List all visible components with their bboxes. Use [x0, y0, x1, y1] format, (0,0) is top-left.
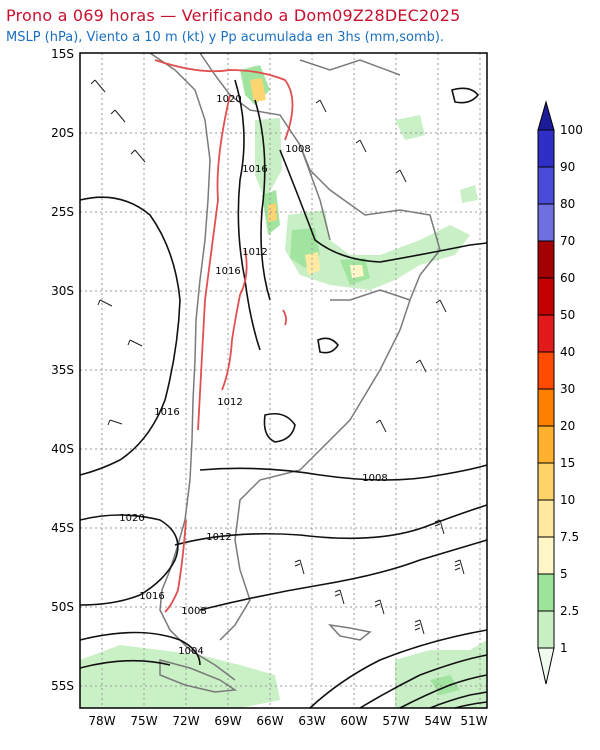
isobars [79, 79, 488, 709]
colorbar-box [537, 240, 555, 279]
map-background [80, 53, 487, 708]
lat-label: 20S [51, 126, 74, 140]
colorbar-label: 40 [560, 345, 575, 359]
isobar-label: 1016 [242, 164, 267, 175]
lon-label: 57W [382, 714, 409, 728]
lat-label: 55S [51, 679, 74, 693]
lat-label: 30S [51, 284, 74, 298]
colorbar-box [537, 462, 555, 501]
colorbar-box [537, 203, 555, 242]
isobar-label: 1012 [242, 247, 267, 258]
map-subtitle: MSLP (hPa), Viento a 10 m (kt) y Pp acum… [6, 30, 445, 45]
colorbar-box [537, 129, 555, 168]
lon-label: 66W [256, 714, 283, 728]
colorbar-labels: 12.557.510152030405060708090100120 [560, 123, 583, 655]
colorbar-label: 60 [560, 271, 575, 285]
colorbar-label: 80 [560, 197, 575, 211]
colorbar-label: 90 [560, 160, 575, 174]
wind-barbs [90, 79, 465, 635]
colorbar-label: 30 [560, 382, 575, 396]
lon-label: 75W [130, 714, 157, 728]
lon-label: 72W [172, 714, 199, 728]
lon-label: 63W [298, 714, 325, 728]
isobar-label: 1016 [215, 266, 240, 277]
colorbar-label: 100 [560, 123, 583, 137]
colorbar-label: 2.5 [560, 604, 579, 618]
colorbar-label: 10 [560, 493, 575, 507]
lon-label: 51W [460, 714, 487, 728]
isobar-label: 1008 [362, 473, 387, 484]
precip-colorbar: 12.557.510152030405060708090100120 [537, 100, 583, 685]
lat-label: 50S [51, 600, 74, 614]
isobar-label: 1016 [154, 407, 179, 418]
colorbar-box [537, 166, 555, 205]
colorbar-top-triangle [537, 100, 555, 131]
colorbar-label: 70 [560, 234, 575, 248]
lat-label: 45S [51, 521, 74, 535]
colorbar-box [537, 425, 555, 464]
isobar-label: 1004 [178, 646, 203, 657]
isobar-labels: 1020 1008 1016 1012 1016 1016 1012 1008 … [119, 94, 387, 657]
colorbar-box [537, 499, 555, 538]
colorbar-label: 50 [560, 308, 575, 322]
lat-lon-grid [80, 53, 487, 708]
colorbar-label: 15 [560, 456, 575, 470]
isobar-label: 1020 [119, 513, 144, 524]
lon-label: 54W [424, 714, 451, 728]
lat-labels: 15S 20S 25S 30S 35S 40S 45S 50S 55S [51, 47, 74, 693]
colorbar-box [537, 388, 555, 427]
colorbar-box [537, 573, 555, 612]
red-isobars [154, 59, 294, 613]
colorbar-box [537, 277, 555, 316]
isobar-label: 1020 [216, 94, 241, 105]
isobar-label: 1008 [181, 606, 206, 617]
colorbar-box [537, 314, 555, 353]
lon-label: 60W [340, 714, 367, 728]
coastlines [149, 52, 441, 693]
colorbar-label: 5 [560, 567, 568, 581]
isobar-label: 1012 [217, 397, 242, 408]
map-frame [79, 52, 488, 709]
colorbar-label: 20 [560, 419, 575, 433]
isobar-label: 1008 [285, 144, 310, 155]
map-title: Prono a 069 horas — Verificando a Dom09Z… [6, 6, 461, 25]
lat-label: 35S [51, 363, 74, 377]
colorbar-bottom-triangle [537, 647, 555, 685]
colorbar-box [537, 351, 555, 390]
colorbar-box [537, 610, 555, 649]
lat-label: 15S [51, 47, 74, 61]
lon-label: 69W [214, 714, 241, 728]
colorbar-boxes [537, 100, 555, 685]
lat-label: 25S [51, 205, 74, 219]
isobar-label: 1012 [206, 532, 231, 543]
isobar-label: 1016 [139, 591, 164, 602]
colorbar-box [537, 536, 555, 575]
lon-label: 78W [88, 714, 115, 728]
colorbar-label: 1 [560, 641, 568, 655]
lat-label: 40S [51, 442, 74, 456]
lon-labels: 78W 75W 72W 69W 66W 63W 60W 57W 54W 51W [88, 714, 487, 728]
colorbar-label: 7.5 [560, 530, 579, 544]
